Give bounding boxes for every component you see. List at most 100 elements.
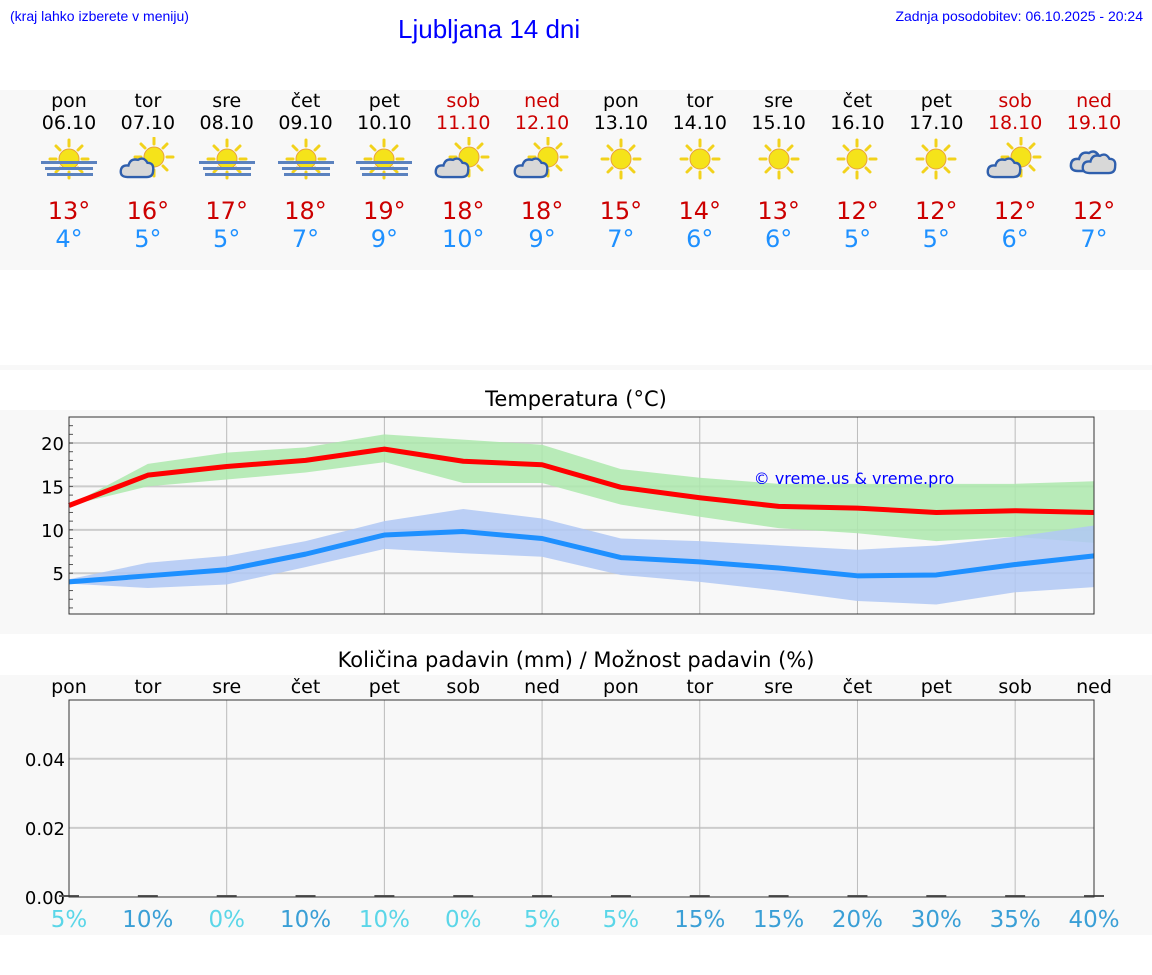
day-name: sre — [212, 90, 242, 112]
precip-probability: 5% — [51, 907, 88, 933]
min-temp: 6° — [764, 225, 793, 253]
day-card: ned 12.10 18° 9° — [502, 90, 582, 253]
day-label: pon — [51, 676, 87, 698]
precip-bar — [216, 895, 237, 897]
day-name: pet — [920, 90, 952, 112]
precip-probability: 30% — [911, 907, 962, 933]
day-date: 19.10 — [1066, 112, 1122, 134]
day-label: ned — [524, 676, 560, 698]
location-hint: (kraj lahko izberete v meniju) — [10, 8, 189, 24]
day-card: tor 14.10 14° 6° — [660, 90, 740, 253]
plot-frame — [68, 416, 1095, 615]
precip-bar — [295, 895, 316, 897]
day-name: čet — [842, 90, 873, 112]
day-name: tor — [134, 90, 162, 112]
precip-probability: 5% — [603, 907, 640, 933]
y-tick-label: 0.02 — [25, 819, 65, 840]
day-card: pon 13.10 15° 7° — [581, 90, 661, 253]
max-temp: 15° — [599, 197, 643, 225]
min-temp: 6° — [686, 225, 714, 253]
day-card: čet 09.10 18° 7° — [266, 90, 346, 253]
precip-bar — [1005, 895, 1026, 897]
day-name: ned — [524, 90, 560, 112]
precip-probability: 35% — [990, 907, 1041, 933]
min-temp: 9° — [528, 225, 556, 253]
max-temp: 17° — [205, 197, 248, 225]
precip-bar — [926, 895, 947, 897]
precip-probability: 40% — [1068, 907, 1119, 933]
min-temp: 4° — [55, 225, 83, 253]
y-tick-label: 20 — [41, 434, 64, 455]
day-name: pon — [603, 90, 639, 112]
day-date: 11.10 — [436, 112, 491, 134]
day-card: čet 16.10 12° 5° — [817, 90, 897, 253]
min-temp: 10° — [441, 225, 485, 253]
day-date: 09.10 — [278, 112, 333, 134]
max-temp: 12° — [836, 197, 879, 225]
last-updated: Zadnja posodobitev: 06.10.2025 - 20:24 — [895, 8, 1143, 24]
day-name: tor — [686, 90, 714, 112]
day-date: 07.10 — [120, 112, 176, 134]
y-tick-label: 5 — [53, 564, 64, 585]
max-temp: 19° — [363, 197, 406, 225]
precip-bar — [532, 895, 553, 897]
day-label: pon — [603, 676, 639, 698]
day-name: pon — [51, 90, 87, 112]
max-temp: 18° — [441, 197, 485, 225]
day-name: sre — [764, 90, 794, 112]
precip-bar — [137, 895, 158, 897]
max-temp: 18° — [520, 197, 564, 225]
day-date: 06.10 — [41, 112, 97, 134]
max-temp: 18° — [284, 197, 327, 225]
y-tick-label: 10 — [41, 521, 64, 542]
precip-bar — [453, 895, 474, 897]
y-tick-label: 0.04 — [25, 750, 65, 771]
day-card: sre 15.10 13° 6° — [739, 90, 819, 253]
precip-probability: 5% — [524, 907, 561, 933]
precip-probability: 15% — [674, 907, 725, 933]
day-card: sre 08.10 17° 5° — [187, 90, 267, 253]
max-temp: 14° — [678, 197, 722, 225]
max-temp-band — [69, 434, 1094, 543]
day-date: 17.10 — [909, 112, 964, 134]
precip-probability: 10% — [122, 907, 173, 933]
temperature-chart-title: Temperatura (°C) — [485, 387, 667, 411]
day-card: ned 19.10 12° 7° — [1054, 90, 1134, 253]
precip-probability: 10% — [359, 907, 410, 933]
min-temp: 5° — [843, 225, 872, 253]
day-date: 14.10 — [672, 112, 727, 134]
day-label: sre — [764, 676, 793, 698]
min-temp: 5° — [922, 225, 950, 253]
precipitation-panel — [0, 675, 1152, 935]
day-card: pon 06.10 13° 4° — [29, 90, 109, 253]
day-label: čet — [843, 676, 873, 698]
min-temp: 7° — [291, 225, 320, 253]
plot-frame — [68, 699, 1095, 898]
page-title: Ljubljana 14 dni — [398, 14, 581, 44]
day-date: 13.10 — [593, 112, 649, 134]
precip-probability: 20% — [832, 907, 883, 933]
day-date: 08.10 — [199, 112, 254, 134]
precipitation-chart-title: Količina padavin (mm) / Možnost padavin … — [337, 648, 815, 672]
precip-bar — [689, 895, 710, 897]
day-date: 10.10 — [357, 112, 412, 134]
precip-probability: 10% — [280, 907, 331, 933]
divider — [0, 365, 1152, 370]
min-temp: 5° — [213, 225, 241, 253]
max-temp: 12° — [1072, 197, 1116, 225]
precip-bar — [610, 895, 631, 897]
y-tick-label: 15 — [41, 477, 64, 498]
max-temp: 16° — [126, 197, 170, 225]
max-temp: 13° — [47, 197, 91, 225]
min-temp-band — [69, 508, 1094, 605]
daily-forecast-band — [0, 90, 1152, 270]
day-label: pet — [921, 676, 952, 698]
day-name: ned — [1076, 90, 1112, 112]
day-name: čet — [290, 90, 321, 112]
precip-bar — [847, 895, 868, 897]
day-label: pet — [369, 676, 400, 698]
day-date: 12.10 — [514, 112, 570, 134]
precip-probability: 15% — [753, 907, 804, 933]
